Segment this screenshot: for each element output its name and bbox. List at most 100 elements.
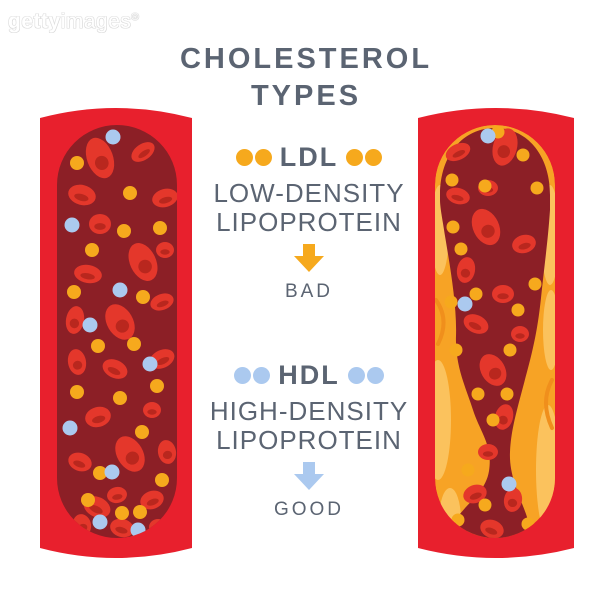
hdl-particle bbox=[62, 420, 78, 436]
hdl-name-line-1: HIGH-DENSITY bbox=[209, 396, 409, 426]
hdl-verdict-label: GOOD bbox=[273, 499, 345, 520]
red-blood-cell bbox=[89, 214, 111, 234]
red-blood-cell bbox=[68, 184, 96, 206]
red-blood-cell bbox=[85, 137, 115, 179]
ldl-particle bbox=[93, 466, 107, 480]
hdl-dot-pair-left bbox=[234, 366, 271, 384]
red-blood-cell bbox=[503, 488, 523, 512]
ldl-particle bbox=[469, 287, 483, 301]
ldl-particle bbox=[153, 221, 167, 235]
red-blood-cell bbox=[152, 188, 177, 208]
hdl-full-name: HIGH-DENSITY LIPOPROTEIN bbox=[210, 397, 408, 455]
red-blood-cell bbox=[494, 404, 514, 430]
ldl-particle bbox=[117, 224, 131, 238]
red-blood-cell bbox=[445, 142, 471, 162]
hdl-heading-row: HDL bbox=[234, 362, 384, 389]
red-blood-cell bbox=[107, 486, 127, 504]
hdl-particle bbox=[480, 128, 496, 144]
ldl-particle bbox=[70, 385, 84, 399]
clogged-artery-contents bbox=[444, 125, 544, 573]
red-blood-cell bbox=[478, 444, 498, 460]
ldl-section: LDL LOW-DENSITY LIPOPROTEIN BAD bbox=[192, 142, 426, 303]
registered-mark-icon: ® bbox=[131, 12, 140, 23]
red-blood-cell bbox=[67, 349, 87, 375]
ldl-particle bbox=[135, 425, 149, 439]
ldl-abbreviation: LDL bbox=[279, 142, 339, 172]
normal-artery bbox=[40, 108, 192, 558]
hdl-dot-icon bbox=[366, 366, 384, 384]
red-blood-cell bbox=[105, 304, 135, 340]
hdl-name-line-2: LIPOPROTEIN bbox=[216, 425, 402, 455]
red-blood-cell bbox=[463, 484, 487, 504]
ldl-dot-icon bbox=[365, 148, 383, 166]
red-blood-cell bbox=[512, 234, 536, 254]
hdl-dot-icon bbox=[234, 366, 252, 384]
red-blood-cell bbox=[479, 354, 507, 386]
ldl-dot-icon bbox=[346, 148, 364, 166]
title-line-1: CHOLESTEROL bbox=[179, 43, 433, 75]
red-blood-cell bbox=[471, 208, 501, 246]
ldl-particle bbox=[461, 463, 475, 477]
ldl-particle bbox=[445, 173, 459, 187]
ldl-particle bbox=[150, 379, 164, 393]
hdl-particle bbox=[457, 296, 473, 312]
ldl-particle bbox=[500, 387, 514, 401]
ldl-particle bbox=[81, 493, 95, 507]
ldl-dot-icon bbox=[254, 148, 272, 166]
red-blood-cell bbox=[85, 406, 111, 428]
ldl-name-line-2: LIPOPROTEIN bbox=[216, 207, 402, 237]
hdl-particle bbox=[92, 514, 108, 530]
red-blood-cell bbox=[463, 314, 489, 334]
red-blood-cell bbox=[140, 490, 164, 510]
ldl-particle bbox=[115, 506, 129, 520]
red-blood-cell bbox=[128, 243, 158, 281]
ldl-dot-pair-left bbox=[235, 148, 272, 166]
ldl-particle bbox=[510, 560, 523, 573]
ldl-particle bbox=[70, 156, 84, 170]
ldl-particle bbox=[127, 337, 141, 351]
ldl-heading-row: LDL bbox=[235, 142, 383, 172]
hdl-section: HDL HIGH-DENSITY LIPOPROTEIN GOOD bbox=[192, 362, 426, 521]
red-blood-cell bbox=[68, 452, 92, 472]
ldl-full-name: LOW-DENSITY LIPOPROTEIN bbox=[213, 179, 404, 237]
blood-channel bbox=[440, 128, 550, 538]
hdl-particle bbox=[64, 217, 80, 233]
red-blood-cell bbox=[110, 518, 134, 538]
ldl-particle bbox=[516, 148, 530, 162]
down-arrow-icon bbox=[294, 462, 324, 490]
clogged-artery-inner bbox=[435, 125, 555, 573]
ldl-verdict-label: BAD bbox=[284, 281, 334, 302]
red-blood-cell bbox=[102, 359, 128, 379]
ldl-particle bbox=[528, 277, 542, 291]
hdl-dot-pair-right bbox=[347, 366, 384, 384]
hdl-particle bbox=[112, 282, 128, 298]
ldl-dot-pair-right bbox=[346, 148, 383, 166]
red-blood-cell bbox=[65, 306, 85, 334]
red-blood-cell bbox=[131, 142, 155, 162]
red-blood-cell bbox=[74, 264, 102, 284]
ldl-particle bbox=[85, 243, 99, 257]
ldl-particle bbox=[113, 391, 127, 405]
ldl-particle bbox=[478, 498, 492, 512]
ldl-particle bbox=[67, 285, 81, 299]
hdl-dot-icon bbox=[253, 366, 271, 384]
ldl-particle bbox=[471, 387, 485, 401]
red-blood-cell bbox=[480, 519, 504, 538]
red-blood-cell bbox=[150, 293, 174, 311]
ldl-particle bbox=[454, 242, 468, 256]
ldl-particle bbox=[503, 343, 517, 357]
hdl-particle bbox=[501, 476, 517, 492]
hdl-particle bbox=[142, 356, 158, 372]
ldl-particle bbox=[133, 505, 147, 519]
ldl-dot-icon bbox=[235, 148, 253, 166]
ldl-particle bbox=[511, 303, 525, 317]
ldl-particle bbox=[446, 220, 460, 234]
hdl-dot-icon bbox=[347, 366, 365, 384]
ldl-particle bbox=[486, 413, 500, 427]
ldl-particle bbox=[444, 295, 458, 309]
title-line-2: TYPES bbox=[250, 80, 362, 112]
page-title: CHOLESTEROL TYPES bbox=[0, 41, 612, 115]
red-blood-cell bbox=[446, 187, 470, 205]
